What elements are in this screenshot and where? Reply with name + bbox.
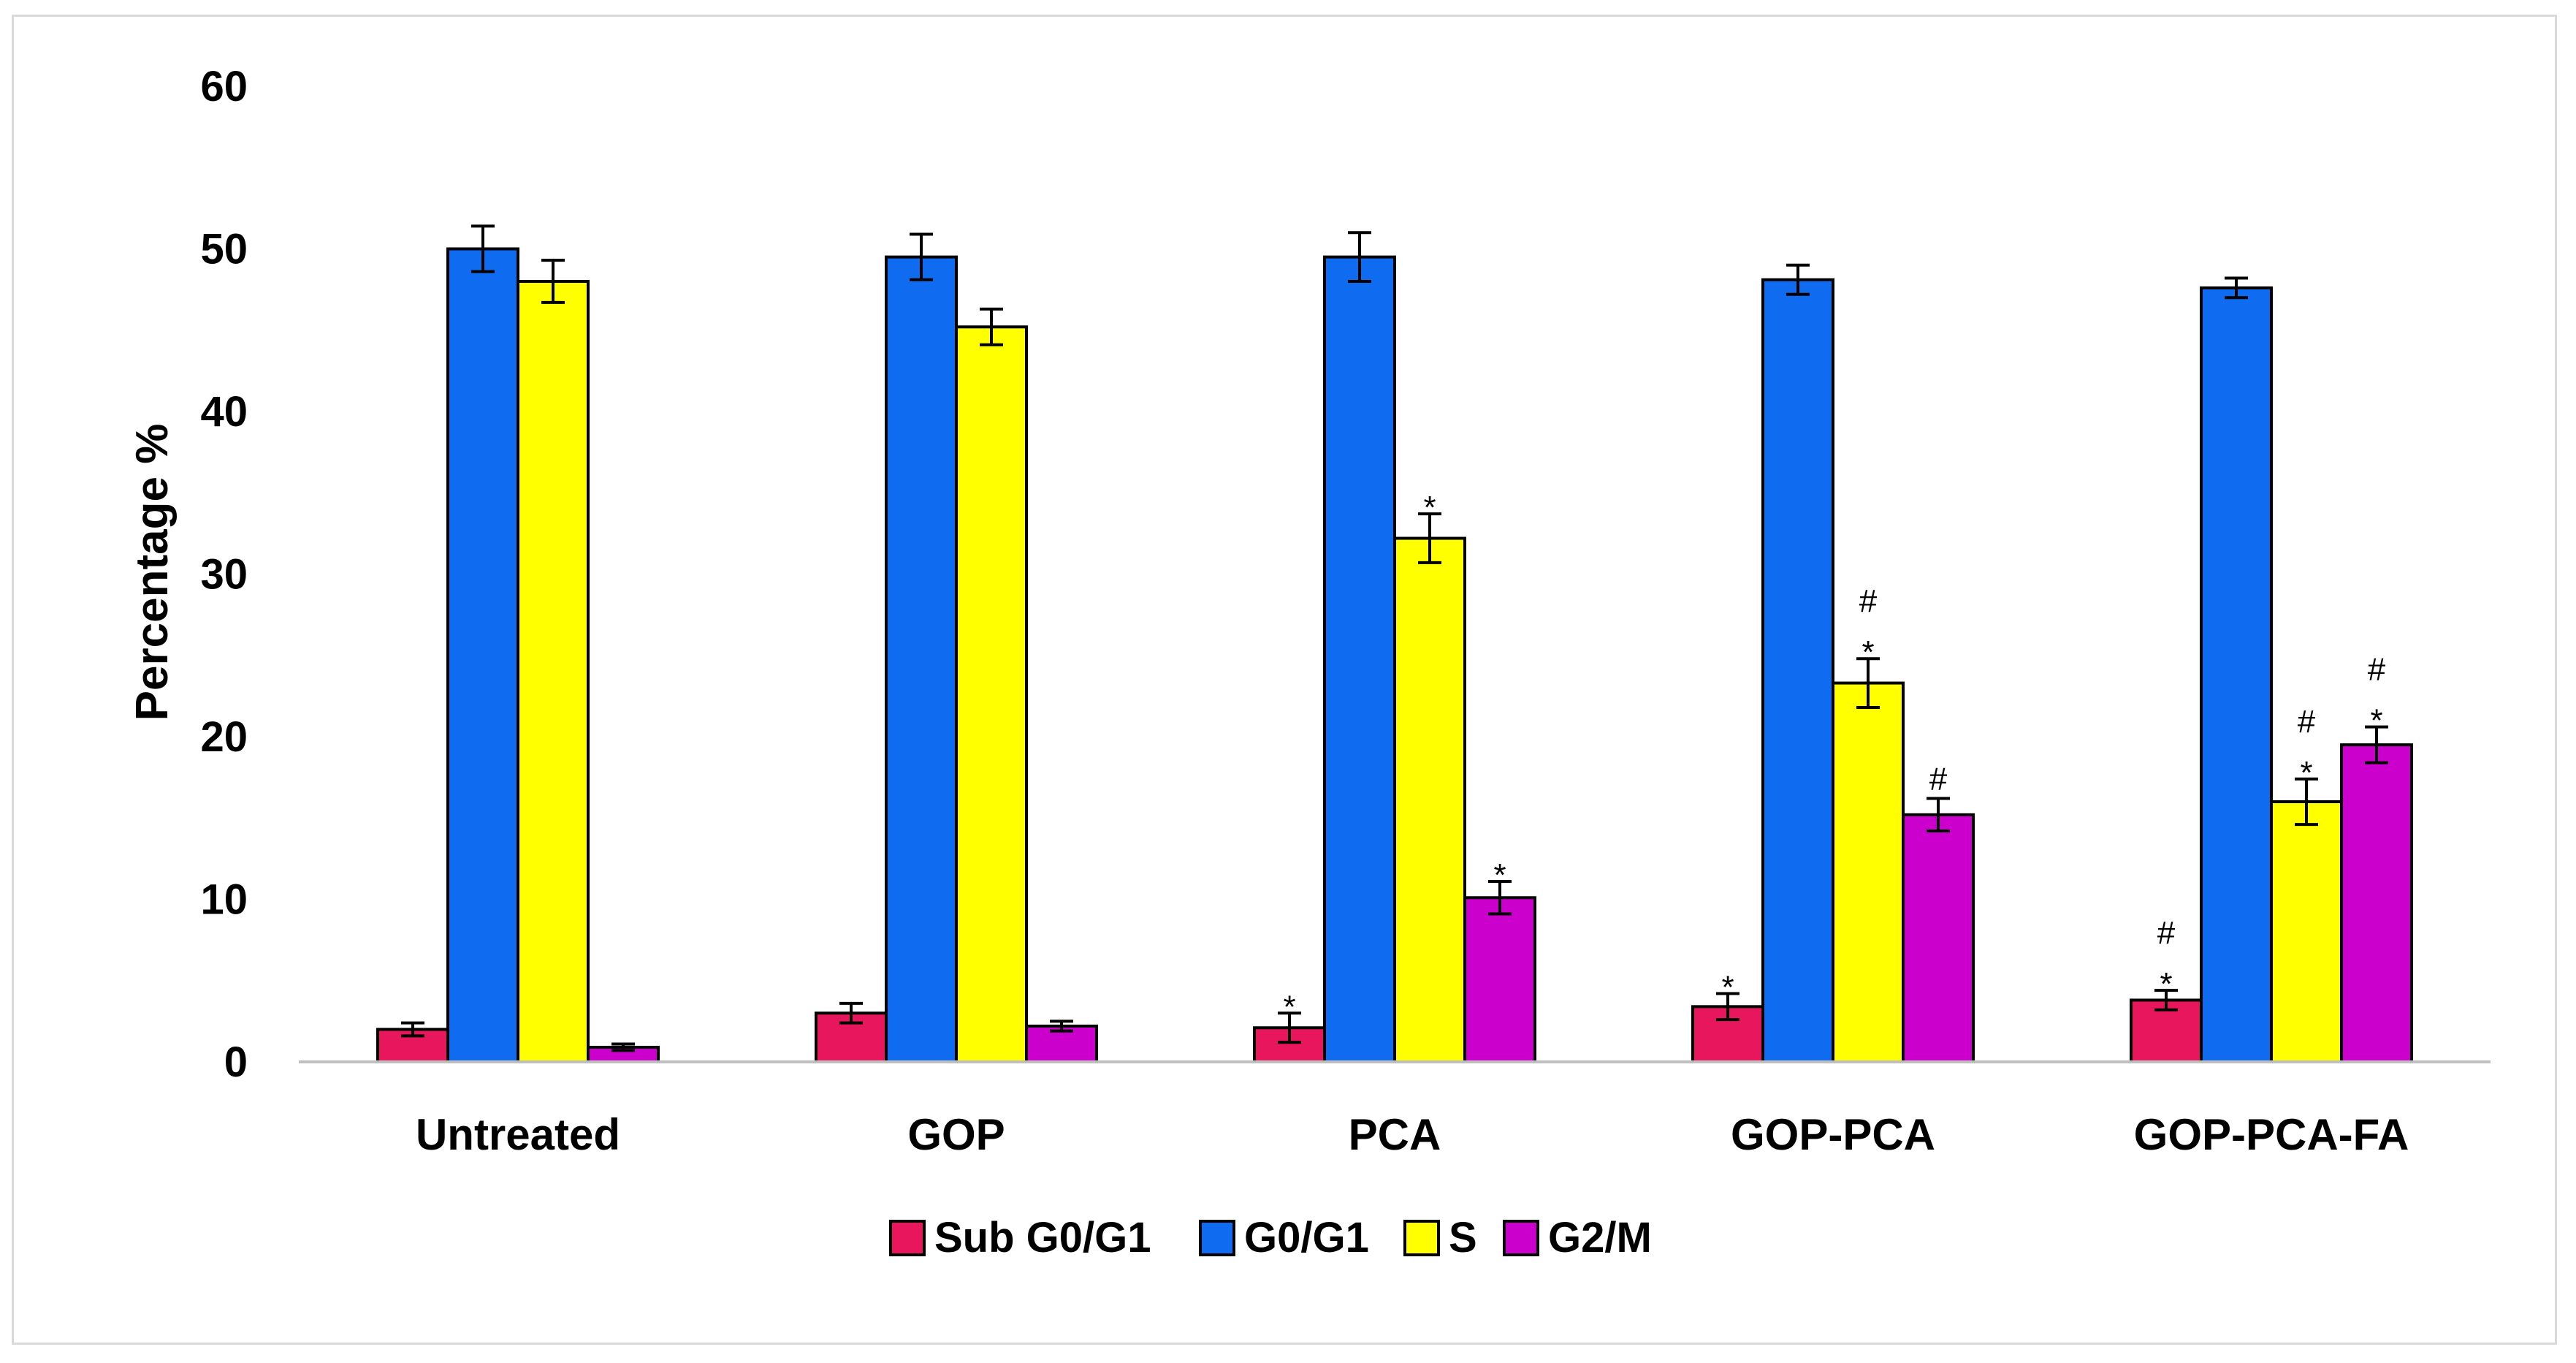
legend-swatch (1199, 1220, 1235, 1256)
bar-g2-m-pca (1463, 896, 1536, 1064)
y-tick-label: 40 (200, 388, 248, 436)
error-bar (1716, 992, 1739, 1022)
bar-s-gop (955, 325, 1028, 1063)
legend-item: Sub G0/G1 (889, 1214, 1151, 1261)
bar-g2-m-gop-pca-fa (2340, 743, 2413, 1063)
significance-annotations: * * * * * # # * # * # * # (1283, 490, 2385, 1025)
category-label: PCA (1349, 1110, 1441, 1159)
category-label: GOP (907, 1110, 1005, 1159)
legend-label: Sub G0/G1 (934, 1214, 1151, 1261)
y-tick-label: 30 (200, 551, 248, 599)
error-bar (1050, 1020, 1073, 1033)
y-tick-label: 60 (200, 63, 248, 110)
error-bar (839, 1001, 863, 1025)
legend-swatch (889, 1220, 926, 1256)
bar-g0-g1-gop-pca (1761, 278, 1834, 1063)
error-bar (910, 232, 933, 281)
error-bar (2154, 989, 2178, 1011)
legend-item: G2/M (1503, 1214, 1652, 1261)
y-tick-label: 20 (200, 713, 248, 761)
significance-annotation: # (2298, 704, 2316, 740)
significance-annotation: * (1423, 490, 1436, 525)
legend-item: G0/G1 (1199, 1214, 1369, 1261)
y-axis-ticks: 0 10 20 30 40 50 60 (200, 63, 248, 1086)
bars (376, 247, 2413, 1064)
bar-s-pca (1393, 536, 1466, 1063)
category-label: Untreated (416, 1110, 620, 1159)
error-bar (1418, 512, 1441, 564)
error-bar (1278, 1011, 1301, 1044)
error-bar (611, 1042, 635, 1052)
y-axis-label: Percentage % (127, 424, 178, 721)
significance-annotation: * (2370, 703, 2382, 739)
significance-annotation: * (1283, 989, 1295, 1025)
bar-s-untreated (517, 280, 590, 1063)
legend-label: G2/M (1548, 1214, 1652, 1261)
significance-annotation: # (2157, 915, 2176, 951)
error-bar (1488, 880, 1512, 916)
legend-swatch (1403, 1220, 1440, 1256)
significance-annotation: * (1861, 634, 1874, 670)
y-tick-label: 50 (200, 226, 248, 273)
error-bar (2365, 725, 2388, 764)
error-bar (1856, 657, 1880, 709)
error-bar (401, 1021, 424, 1038)
error-bar (1786, 263, 1810, 296)
error-bar (2295, 777, 2318, 827)
significance-annotation: # (2368, 652, 2386, 688)
bar-chart: 0 10 20 30 40 50 60 * * * * * # # * # * # * # Untreated GOP… (127, 63, 2491, 1261)
bar-g0-g1-gop-pca-fa (2200, 286, 2273, 1063)
significance-annotation: * (2160, 966, 2172, 1002)
y-tick-label: 0 (224, 1039, 248, 1086)
significance-annotation: * (2300, 755, 2312, 791)
category-labels: Untreated GOP PCA GOP-PCA GOP-PCA-FA (416, 1110, 2409, 1159)
significance-annotation: # (1929, 762, 1948, 797)
significance-annotation: # (1859, 583, 1878, 619)
category-label: GOP-PCA-FA (2134, 1110, 2409, 1159)
legend-label: G0/G1 (1244, 1214, 1369, 1261)
bar-s-gop-pca-fa (2270, 800, 2343, 1063)
error-bar (980, 307, 1003, 346)
significance-annotation: * (1721, 970, 1734, 1006)
legend-label: S (1449, 1214, 1477, 1261)
error-bar (541, 259, 565, 304)
significance-annotation: * (1493, 857, 1506, 893)
legend-swatch (1503, 1220, 1539, 1256)
error-bar (1927, 797, 1950, 833)
legend: Sub G0/G1 G0/G1 S G2/M (889, 1214, 1652, 1261)
error-bars (401, 224, 2388, 1052)
bar-g0-g1-pca (1323, 255, 1396, 1063)
category-label: GOP-PCA (1731, 1110, 1935, 1159)
bar-g0-g1-untreated (446, 247, 519, 1063)
bar-g2-m-gop-pca (1902, 813, 1975, 1064)
bar-s-gop-pca (1832, 681, 1905, 1063)
error-bar (471, 224, 495, 273)
y-tick-label: 10 (200, 876, 248, 924)
error-bar (2225, 276, 2248, 300)
chart-frame: 0 10 20 30 40 50 60 * * * * * # # * # * # * # Untreated GOP… (12, 15, 2557, 1345)
error-bar (1348, 231, 1371, 283)
bar-g0-g1-gop (885, 255, 958, 1063)
legend-item: S (1403, 1214, 1477, 1261)
